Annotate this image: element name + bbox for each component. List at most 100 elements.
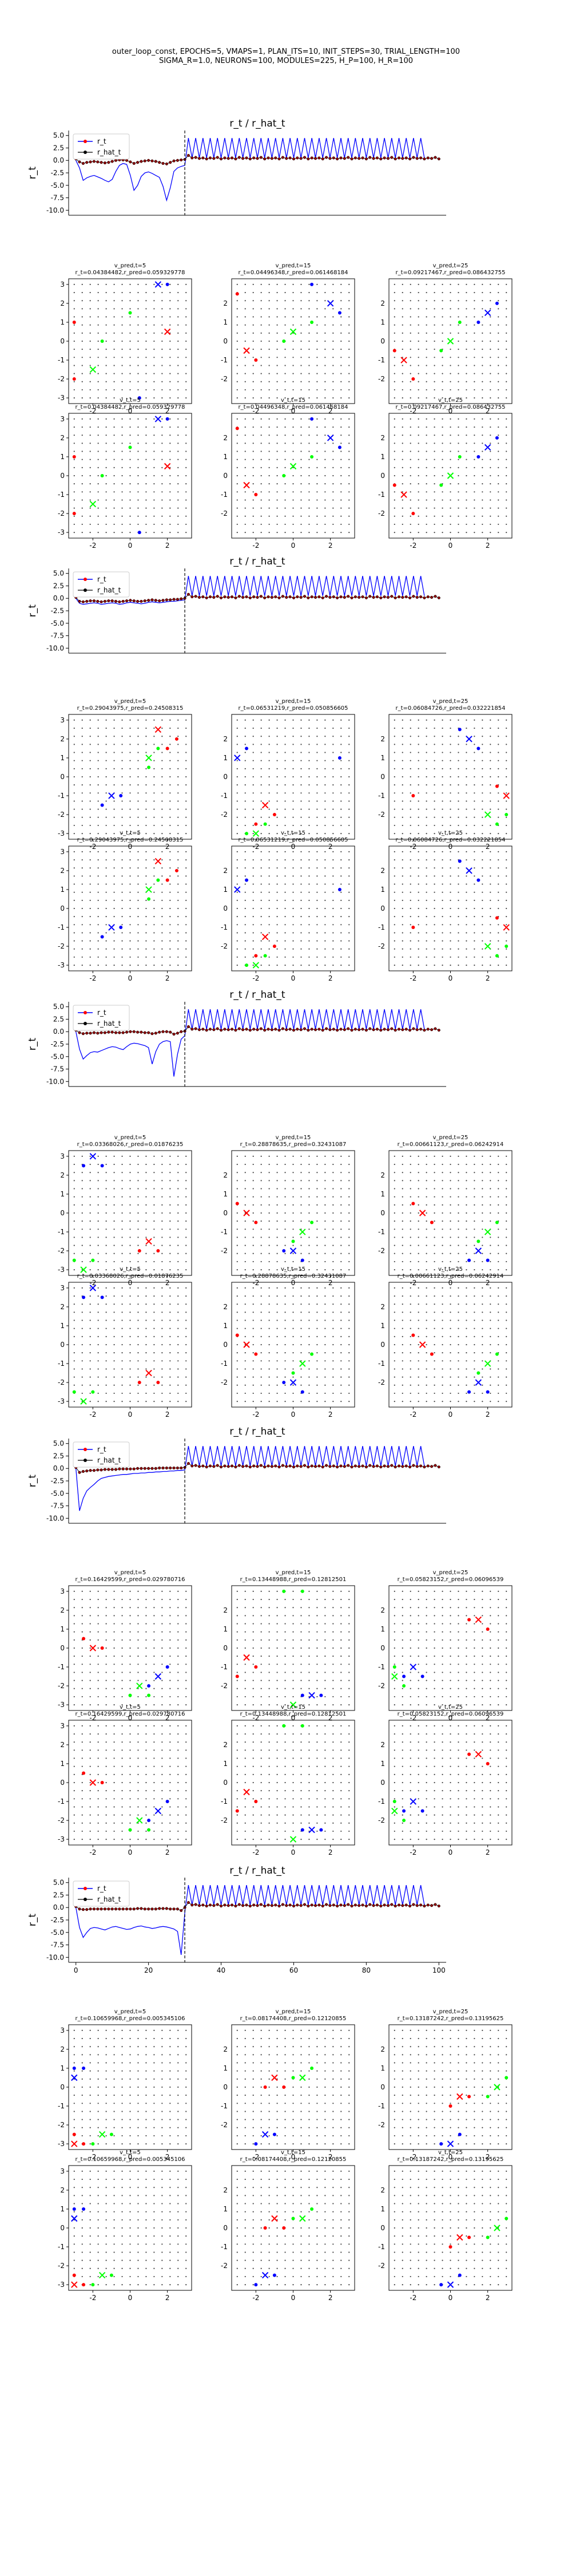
- module-dot: [73, 1253, 75, 1254]
- module-dot: [426, 752, 427, 753]
- module-dot: [97, 1360, 99, 1362]
- module-dot: [129, 859, 131, 861]
- module-dot: [498, 426, 499, 428]
- module-dot: [89, 1344, 91, 1346]
- module-dot: [81, 1327, 83, 1329]
- module-dot: [89, 381, 91, 382]
- module-dot: [121, 1269, 123, 1271]
- module-dot: [97, 1212, 99, 1214]
- module-dot: [244, 1261, 246, 1263]
- module-dot: [434, 389, 435, 391]
- r_hat_t-point: [408, 596, 412, 599]
- module-dot: [300, 467, 302, 468]
- scatter-title: v_t,t=15: [281, 397, 305, 404]
- module-dot: [177, 1196, 179, 1198]
- r_hat_t-point: [325, 1464, 328, 1467]
- module-dot: [292, 491, 294, 493]
- module-dot: [348, 467, 350, 468]
- module-dot: [316, 531, 318, 534]
- module-dot: [332, 883, 334, 885]
- module-dot: [236, 349, 238, 350]
- module-dot: [442, 1204, 443, 1206]
- module-dot: [244, 397, 246, 399]
- module-dot: [332, 736, 334, 737]
- module-dot: [506, 451, 507, 452]
- scatter-subtitle: r_t=0.06084726,r_pred=0.032221854: [395, 705, 505, 712]
- scatter-x-tick-label: 2: [328, 1279, 333, 1287]
- r_hat_t-point: [143, 1031, 146, 1034]
- r_hat_t-point: [434, 1903, 437, 1906]
- module-dot: [145, 1287, 147, 1289]
- y-tick-label: -2.5: [51, 1916, 64, 1924]
- module-dot: [105, 1368, 107, 1370]
- module-dot: [161, 916, 163, 918]
- r_hat_t-point: [161, 161, 165, 165]
- module-dot: [260, 1319, 262, 1321]
- module-dot: [434, 891, 435, 893]
- r_hat_t-point: [307, 1905, 310, 1908]
- module-dot: [308, 1269, 310, 1271]
- scatter-subtitle: r_t=0.00661123,r_pred=0.06242914: [398, 1141, 504, 1148]
- scatter-x-tick-label: 0: [448, 974, 453, 982]
- module-dot: [260, 1303, 262, 1305]
- module-dot: [89, 1163, 91, 1165]
- module-dot: [506, 283, 507, 286]
- module-dot: [252, 418, 254, 420]
- module-dot: [418, 1180, 419, 1182]
- red-point: [254, 822, 258, 826]
- module-dot: [169, 883, 171, 885]
- green-point: [128, 311, 132, 315]
- green-point: [128, 445, 132, 449]
- module-dot: [332, 340, 334, 342]
- r_hat_t-point: [288, 595, 292, 599]
- module-dot: [410, 389, 411, 391]
- module-dot: [316, 824, 318, 827]
- module-dot: [73, 1352, 75, 1354]
- green-point: [505, 945, 509, 949]
- module-dot: [81, 784, 83, 786]
- module-dot: [97, 483, 99, 485]
- module-dot: [137, 1360, 139, 1362]
- module-dot: [244, 515, 246, 517]
- module-dot: [450, 531, 451, 534]
- r_hat_t-point: [161, 1466, 165, 1469]
- r_hat_t-point: [231, 1903, 234, 1907]
- module-dot: [121, 451, 123, 452]
- r_hat_t-point: [408, 157, 412, 161]
- module-dot: [348, 736, 350, 737]
- module-dot: [236, 1163, 238, 1165]
- module-dot: [442, 316, 443, 318]
- module-dot: [418, 515, 419, 517]
- module-dot: [236, 784, 238, 786]
- module-dot: [426, 932, 427, 934]
- r_hat_t-point: [270, 595, 273, 599]
- module-dot: [292, 324, 294, 326]
- module-dot: [268, 1163, 270, 1165]
- module-dot: [145, 727, 147, 729]
- module-dot: [474, 475, 475, 477]
- module-dot: [426, 776, 427, 778]
- module-dot: [81, 1204, 83, 1206]
- module-dot: [498, 964, 499, 966]
- module-dot: [450, 499, 451, 501]
- module-dot: [506, 808, 507, 810]
- module-dot: [418, 760, 419, 761]
- module-dot: [348, 816, 350, 818]
- module-dot: [284, 1261, 286, 1263]
- module-dot: [97, 1163, 99, 1165]
- red-cross-marker: [400, 357, 407, 364]
- module-dot: [236, 964, 238, 966]
- module-dot: [113, 1368, 115, 1370]
- module-dot: [137, 776, 139, 778]
- module-dot: [466, 316, 467, 318]
- module-dot: [482, 397, 483, 399]
- module-dot: [244, 784, 246, 786]
- scatter-y-tick-label: 0: [380, 904, 385, 912]
- module-dot: [292, 800, 294, 802]
- module-dot: [121, 373, 123, 374]
- module-dot: [324, 1352, 326, 1354]
- r_hat_t-point: [419, 1028, 423, 1031]
- module-dot: [236, 308, 238, 310]
- scatter-y-tick-label: 2: [380, 299, 385, 307]
- module-dot: [244, 451, 246, 452]
